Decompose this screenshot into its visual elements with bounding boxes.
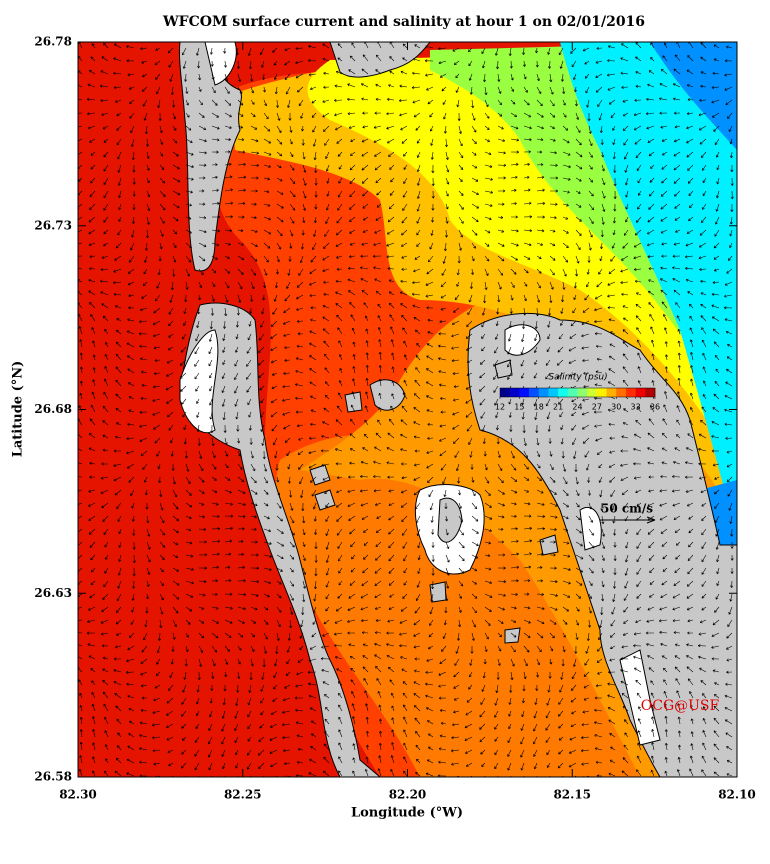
colorbar-tick-label: 24 <box>572 403 582 412</box>
colorbar-swatch <box>596 388 607 397</box>
land-mainland <box>467 312 737 777</box>
colorbar-tick-label: 27 <box>592 403 602 412</box>
field-cyan <box>560 42 737 540</box>
current-arrow-field <box>78 42 734 777</box>
colorbar-swatch <box>606 388 617 397</box>
land-islet <box>344 391 363 413</box>
colorbar-swatch <box>567 388 578 397</box>
colorbar-swatch <box>500 388 510 397</box>
salinity-field <box>78 42 737 777</box>
chart-title: WFCOM surface current and salinity at ho… <box>162 14 645 30</box>
colorbar-title: Salinity (psu) <box>548 373 607 383</box>
credit: OCG@USF <box>641 698 720 714</box>
colorbar-swatch <box>509 388 520 397</box>
y-tick-label: 26.78 <box>34 35 72 49</box>
field-blue <box>650 42 737 150</box>
x-tick-label: 82.10 <box>718 788 756 802</box>
colorbar-tick-label: 18 <box>534 403 544 412</box>
colorbar-swatch <box>635 388 646 397</box>
field-orange <box>276 434 660 777</box>
colorbar-tick-label: 12 <box>495 403 505 412</box>
colorbar-swatch <box>587 388 598 397</box>
x-tick-label: 82.30 <box>59 788 97 802</box>
land-middle-island <box>179 302 381 777</box>
scale-label: 50 cm/s <box>601 502 653 516</box>
land-hole <box>179 329 219 433</box>
colorbar-tick-label: 21 <box>553 403 563 412</box>
x-tick-label: 82.25 <box>224 788 262 802</box>
x-axis-label: Longitude (°W) <box>351 806 463 821</box>
land-islet <box>539 534 559 556</box>
scale-arrow-head <box>646 516 656 524</box>
colorbar: 12 15 18 21 24 27 30 33 36 <box>495 387 660 412</box>
colorbar-tick-label: 15 <box>514 403 524 412</box>
x-tick-label: 82.15 <box>553 788 591 802</box>
land-islet <box>504 627 521 644</box>
colorbar-swatch <box>538 388 549 397</box>
colorbar-swatch <box>558 388 569 397</box>
colorbar-tick-label: 36 <box>650 403 660 412</box>
land-islet <box>494 359 513 379</box>
y-tick-label: 26.73 <box>34 218 72 232</box>
y-tick-label: 26.58 <box>34 770 72 784</box>
land-islet <box>437 497 463 543</box>
land-islet <box>369 379 406 411</box>
colorbar-swatch <box>616 388 627 397</box>
colorbar-swatch <box>625 388 636 397</box>
y-tick-label: 26.68 <box>34 402 72 416</box>
colorbar-swatch <box>529 388 540 397</box>
colorbar-swatch <box>645 388 656 397</box>
colorbar-tick-label: 30 <box>611 403 621 412</box>
colorbar-swatch <box>577 388 588 397</box>
land-hole <box>619 649 661 746</box>
y-axis-label: Latitude (°N) <box>11 361 26 458</box>
land-hole <box>579 507 602 551</box>
colorbar-swatch <box>519 388 530 397</box>
colorbar-swatch <box>548 388 559 397</box>
current-arrows <box>78 42 734 777</box>
land-islet <box>429 581 447 603</box>
y-tick-label: 26.63 <box>34 586 72 600</box>
colorbar-tick-label: 33 <box>631 403 641 412</box>
x-tick-label: 82.20 <box>389 788 427 802</box>
